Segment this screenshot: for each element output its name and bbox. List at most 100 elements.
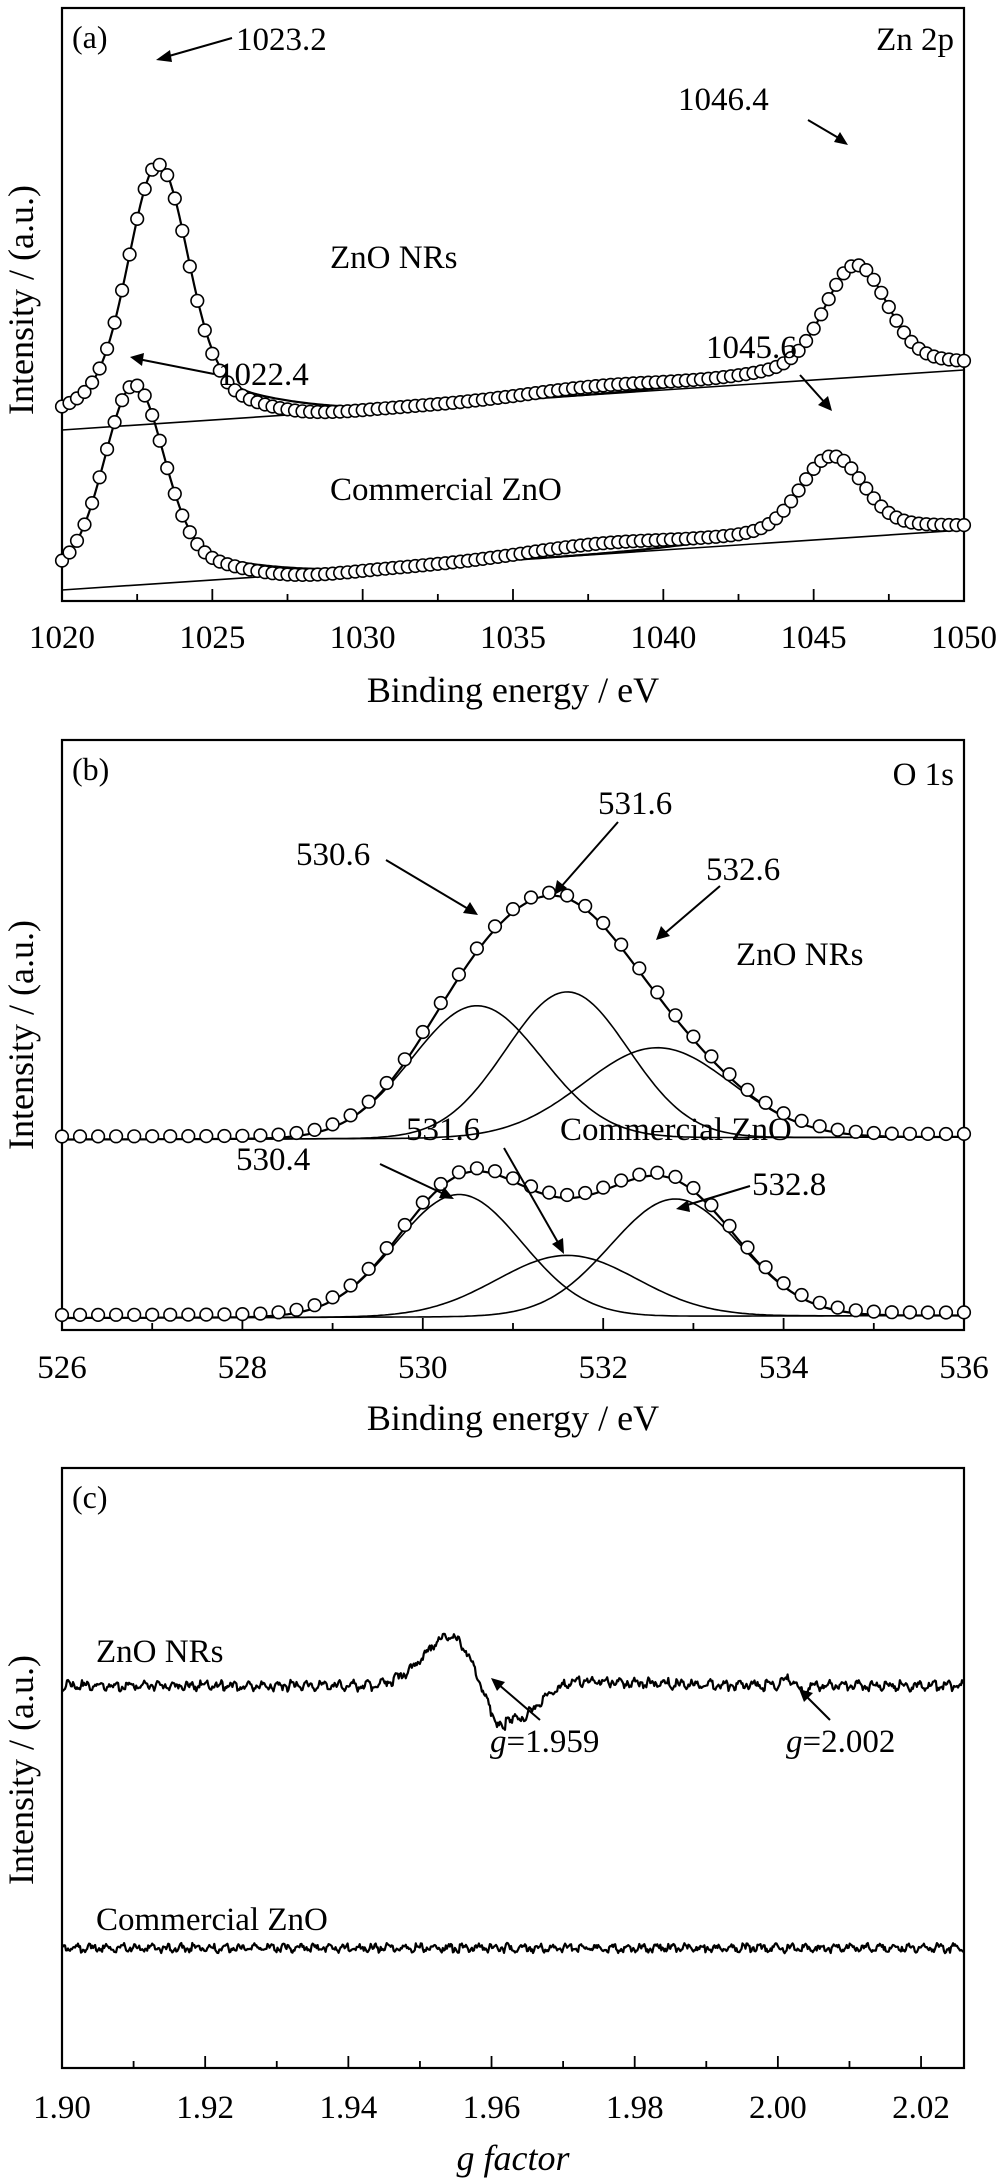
data-point (307, 1122, 322, 1137)
panel-c-x-axis-label: g factor (457, 2138, 571, 2178)
panel-a-arrows (130, 37, 848, 411)
data-point (107, 415, 122, 430)
panel-a-x-axis-label: Binding energy / eV (367, 670, 659, 710)
component-peak (62, 1198, 965, 1319)
data-point (902, 1126, 918, 1141)
data-point (145, 1307, 160, 1322)
data-point (776, 1276, 791, 1291)
data-point (776, 503, 791, 518)
panel-b-y-axis-label: Intensity / (a.u.) (1, 920, 41, 1150)
peak-label-1046-4: 1046.4 (678, 82, 769, 118)
panel-b-tag: (b) (72, 751, 109, 787)
data-point (114, 393, 130, 408)
panel-b-x-ticks: 526 528 530 532 534 536 (37, 1318, 989, 1386)
g-value-label-2-002: g=2.002 (786, 1724, 895, 1760)
data-point (505, 1171, 521, 1186)
data-point (704, 1197, 719, 1213)
data-point (938, 1126, 954, 1142)
data-point (844, 461, 859, 476)
data-point (289, 1125, 304, 1141)
data-point (614, 937, 629, 952)
data-point (578, 1185, 593, 1201)
x-tick-label: 532 (578, 1350, 628, 1386)
data-point (361, 1094, 376, 1109)
data-point (397, 1217, 412, 1233)
data-point (205, 346, 220, 361)
data-point (686, 1180, 701, 1196)
data-point (487, 919, 503, 934)
series-label-commercial-zno-c: Commercial ZnO (96, 1902, 328, 1938)
data-point (740, 1082, 755, 1097)
data-point (253, 1306, 268, 1321)
data-point (343, 1278, 358, 1293)
x-tick-label: 1050 (931, 620, 997, 656)
data-point (758, 1260, 773, 1275)
panel-a-y-axis-label: Intensity / (a.u.) (1, 185, 41, 415)
x-tick-label: 1040 (630, 620, 696, 656)
data-point (896, 325, 912, 340)
x-tick-label: 536 (939, 1350, 989, 1386)
data-point (289, 1302, 304, 1317)
data-point (152, 433, 167, 448)
data-point (866, 272, 881, 287)
data-point (668, 1008, 683, 1023)
x-tick-label: 1.98 (606, 2090, 664, 2126)
x-tick-label: 1.94 (319, 2090, 377, 2126)
series-label-zno-nrs-b: ZnO NRs (736, 937, 863, 973)
data-point (379, 1240, 394, 1256)
data-point (217, 1128, 232, 1144)
data-point (325, 1117, 340, 1132)
data-point (107, 315, 122, 330)
g-value-label-1-959: g=1.959 (490, 1724, 599, 1760)
data-point (722, 1218, 737, 1233)
data-point (62, 545, 77, 560)
data-point (791, 483, 806, 498)
data-point (650, 1165, 665, 1180)
data-point (902, 1305, 918, 1320)
data-point (806, 321, 821, 336)
data-point (704, 1049, 719, 1064)
peak-label-1045-6: 1045.6 (706, 330, 797, 366)
data-point (182, 525, 197, 540)
data-point (451, 1165, 467, 1180)
epr-spectrum-commercial-zno (61, 1941, 965, 1955)
data-point (596, 915, 611, 931)
panel-c-plot-area (61, 1632, 965, 1955)
data-point (541, 1185, 557, 1200)
data-point (163, 1307, 178, 1322)
panel-c-arrows (491, 1678, 831, 1721)
data-point (812, 1295, 827, 1310)
data-point (884, 1305, 899, 1320)
data-point (956, 1126, 972, 1141)
x-tick-label: 2.00 (749, 2090, 807, 2126)
data-point (160, 168, 175, 183)
data-point (956, 1305, 972, 1320)
data-point (794, 1113, 809, 1128)
data-point (596, 1180, 611, 1195)
x-tick-label: 1.96 (463, 2090, 521, 2126)
data-point (307, 1298, 322, 1313)
data-point (469, 1161, 485, 1176)
data-point (145, 1129, 160, 1144)
data-point (469, 941, 485, 956)
data-point (740, 1240, 755, 1255)
data-point (175, 223, 190, 238)
data-point (866, 1125, 881, 1141)
x-tick-label: 2.02 (892, 2090, 950, 2126)
data-point (668, 1169, 683, 1184)
panel-a-zn2p: (a) Zn 2p 1020 1025 1030 1035 1040 1045 1050 Z… (1, 6, 997, 710)
series-label-zno-nrs-a: ZnO NRs (330, 240, 457, 276)
data-point (108, 1129, 124, 1144)
peak-label-531-6-nrs: 531.6 (598, 786, 672, 822)
peak-label-530-4: 530.4 (236, 1142, 310, 1178)
x-tick-label: 530 (398, 1350, 448, 1386)
panel-c-y-axis-label: Intensity / (a.u.) (1, 1655, 41, 1885)
data-point (859, 263, 874, 278)
peak-label-532-8: 532.8 (752, 1167, 826, 1203)
panel-a-x-ticks: 1020 1025 1030 1035 1040 1045 1050 (29, 589, 997, 656)
data-point (152, 157, 167, 172)
data-point (397, 1052, 412, 1067)
x-tick-label: 1035 (480, 620, 546, 656)
data-point (451, 967, 467, 982)
